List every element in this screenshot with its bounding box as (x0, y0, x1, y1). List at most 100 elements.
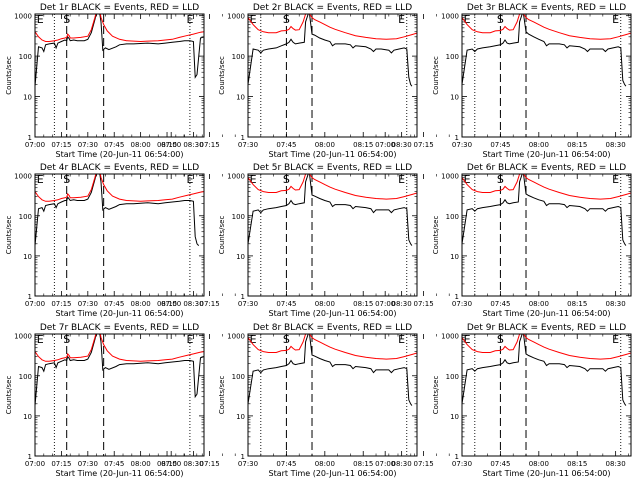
y-axis-label: Counts/sec (5, 216, 13, 255)
marker-letter: E (464, 173, 471, 186)
marker-letter: S (497, 173, 504, 186)
plot-frame (247, 13, 418, 138)
x-tick-label: 08:00 (315, 460, 335, 468)
x-tick-label: 08:15 (567, 460, 587, 468)
y-tick-label: 100 (232, 53, 245, 61)
x-tick-label: 07:30 (238, 141, 258, 149)
x-tick-label: 08:30 (606, 460, 626, 468)
x-tick-label: 08:00 (529, 300, 549, 308)
y-tick-label: 10 (236, 253, 245, 261)
events-series-line (462, 14, 627, 87)
x-tick-label: 07:00 (161, 300, 181, 308)
x-axis-label: Start Time (20-Jun-11 06:54:00) (56, 469, 184, 478)
x-tick-label: 08:30 (183, 141, 203, 149)
x-tick-label: 08:00 (131, 300, 151, 308)
y-tick-label: 1 (241, 134, 245, 142)
x-axis-label: Start Time (20-Jun-11 06:54:00) (269, 309, 397, 318)
marker-letter: E (464, 333, 471, 346)
x-tick-label: 08:15 (567, 141, 587, 149)
x-tick-label: 07:45 (276, 141, 296, 149)
marker-letter: S (283, 333, 290, 346)
marker-letter: E (37, 173, 44, 186)
y-tick-label: 1 (241, 293, 245, 301)
marker-letter: S (63, 13, 70, 26)
events-series-line (248, 334, 413, 406)
x-tick-label: 08:00 (131, 460, 151, 468)
marker-letter: E (250, 333, 257, 346)
marker-letter: E (398, 333, 405, 346)
marker-letter: E (186, 333, 193, 346)
x-axis-label: Start Time (20-Jun-11 06:54:00) (269, 469, 397, 478)
marker-letter: S (497, 13, 504, 26)
x-tick-label: 08:15 (353, 300, 373, 308)
chart-panel-5: Det 5r BLACK = Events, RED = LLD Counts/s… (161, 163, 418, 318)
x-tick-label: 07:30 (452, 460, 472, 468)
x-tick-label: 07:45 (104, 460, 124, 468)
marker-letter: S (283, 13, 290, 26)
chart-panel-2: Det 2r BLACK = Events, RED = LLD Counts/s… (161, 3, 418, 159)
marker-letter: E (398, 13, 405, 26)
y-tick-label: 100 (19, 373, 32, 381)
plot-frame (461, 173, 632, 297)
marker-letter: E (464, 13, 471, 26)
y-tick-label: 100 (446, 373, 459, 381)
x-tick-label: 08:15 (353, 141, 373, 149)
plot-frame (34, 173, 205, 297)
y-axis-label: Counts/sec (218, 216, 226, 255)
marker-letter: E (612, 173, 619, 186)
lld-series-line (248, 14, 417, 40)
y-tick-label: 1000 (227, 173, 245, 181)
chart-panel-3: Det 3r BLACK = Events, RED = LLD Counts/s… (375, 3, 632, 159)
x-tick-label: 08:30 (392, 300, 412, 308)
x-axis-label: Start Time (20-Jun-11 06:54:00) (483, 309, 611, 318)
chart-panel-6: Det 6r BLACK = Events, RED = LLD Counts/s… (375, 163, 632, 318)
x-tick-label: 07:15 (51, 141, 71, 149)
y-tick-label: 100 (19, 53, 32, 61)
chart-panel-1: Det 1r BLACK = Events, RED = LLD Counts/s… (5, 3, 205, 159)
y-tick-label: 10 (450, 413, 459, 421)
y-tick-label: 10 (23, 413, 32, 421)
marker-letter: S (63, 333, 70, 346)
y-tick-label: 1 (241, 453, 245, 461)
chart-title: Det 5r BLACK = Events, RED = LLD (253, 163, 412, 173)
x-tick-label: 07:15 (199, 460, 219, 468)
y-tick-label: 10 (23, 94, 32, 102)
y-tick-label: 1 (455, 134, 459, 142)
x-tick-label: 08:30 (183, 300, 203, 308)
lld-series-line (35, 334, 204, 362)
x-tick-label: 07:45 (276, 460, 296, 468)
y-axis-label: Counts/sec (432, 376, 440, 415)
x-tick-label: 07:15 (413, 300, 433, 308)
y-tick-label: 10 (236, 413, 245, 421)
x-tick-label: 07:30 (238, 300, 258, 308)
x-tick-label: 07:45 (490, 460, 510, 468)
y-axis-label: Counts/sec (432, 56, 440, 95)
lld-series-line (462, 14, 631, 40)
x-tick-label: 07:30 (238, 460, 258, 468)
x-tick-label: 08:30 (606, 300, 626, 308)
events-series-line (248, 174, 413, 246)
x-tick-label: 07:00 (375, 460, 395, 468)
x-tick-label: 07:15 (413, 460, 433, 468)
events-series-line (462, 334, 627, 406)
x-tick-label: 07:45 (104, 141, 124, 149)
y-tick-label: 100 (446, 213, 459, 221)
marker-letter: E (612, 13, 619, 26)
marker-letter: E (250, 173, 257, 186)
x-tick-label: 08:30 (606, 141, 626, 149)
y-tick-label: 100 (446, 53, 459, 61)
y-tick-label: 1000 (14, 333, 32, 341)
y-axis-label: Counts/sec (218, 376, 226, 415)
plot-frame (461, 13, 632, 138)
x-axis-label: Start Time (20-Jun-11 06:54:00) (56, 309, 184, 318)
chart-panel-4: Det 4r BLACK = Events, RED = LLD Counts/s… (5, 163, 205, 318)
x-tick-label: 07:15 (199, 300, 219, 308)
x-tick-label: 07:45 (104, 300, 124, 308)
y-tick-label: 1 (28, 293, 32, 301)
y-tick-label: 1 (28, 453, 32, 461)
marker-letter: S (497, 333, 504, 346)
x-tick-label: 08:15 (353, 460, 373, 468)
x-tick-label: 08:00 (315, 300, 335, 308)
marker-letter: E (37, 333, 44, 346)
